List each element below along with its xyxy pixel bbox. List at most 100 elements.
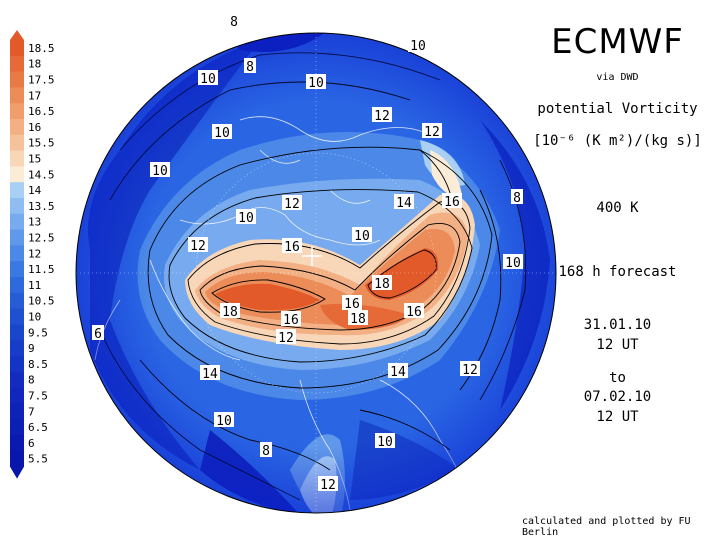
contour-label: 6: [94, 327, 102, 342]
contour-label-box: [276, 329, 296, 344]
contour-label-box: [236, 209, 256, 224]
contour-label: 16: [344, 297, 360, 312]
colorbar-label: 8.5: [28, 358, 48, 371]
contour-label-box: [372, 275, 392, 290]
contour-label-box: [260, 442, 272, 457]
contour-label: 12: [278, 331, 294, 346]
valid-time: 12 UT: [596, 409, 639, 425]
contour-label: 14: [202, 367, 218, 382]
colorbar-label: 6: [28, 437, 35, 450]
contour-label-box: [408, 37, 428, 52]
contour-label-box: [198, 70, 218, 85]
colorbar-swatch: [10, 229, 24, 246]
colorbar-label: 14: [28, 184, 42, 197]
colorbar-swatch: [10, 87, 24, 104]
variable-name: potential Vorticity: [537, 101, 698, 117]
contour-label: 10: [354, 229, 370, 244]
colorbar-label: 9: [28, 342, 35, 355]
colorbar-label: 18: [28, 58, 41, 71]
contour-label-box: [404, 303, 424, 318]
colorbar-swatch: [10, 150, 24, 167]
contour-label-box: [503, 254, 523, 269]
colorbar-label: 16: [28, 121, 41, 134]
forecast-lead: 168 h forecast: [558, 264, 677, 280]
contour-label: 16: [284, 240, 300, 255]
colorbar-swatch: [10, 40, 24, 57]
init-time: 12 UT: [596, 337, 639, 353]
contour-label-box: [372, 107, 392, 122]
colorbar-label: 13.5: [28, 200, 55, 213]
model-title: ECMWF: [551, 22, 684, 62]
colorbar-swatch: [10, 119, 24, 136]
colorbar-swatch: [10, 182, 24, 199]
colorbar-label: 13: [28, 216, 41, 229]
contour-label: 10: [410, 39, 426, 54]
colorbar-label: 10.5: [28, 295, 55, 308]
colorbar-label: 11: [28, 279, 41, 292]
colorbar-label: 15.5: [28, 137, 55, 150]
contour-label: 16: [444, 195, 460, 210]
contour-label-box: [375, 433, 395, 448]
colorbar-swatch: [10, 103, 24, 120]
contour-label-box: [282, 195, 302, 210]
colorbar-label: 18.5: [28, 42, 55, 55]
contour-label-box: [318, 476, 338, 491]
contour-label: 18: [374, 277, 390, 292]
init-date: 31.01.10: [583, 317, 652, 333]
variable-units: [10⁻⁶ (K m²)/(kg s)]: [533, 133, 702, 149]
contour-label: 14: [390, 365, 406, 380]
contour-label: 18: [350, 312, 366, 327]
contour-label-box: [214, 412, 234, 427]
contour-label: 12: [374, 109, 390, 124]
colorbar-swatch: [10, 166, 24, 183]
contour-label: 8: [262, 444, 270, 459]
colorbar-swatch: [10, 450, 24, 468]
colorbar-label: 8: [28, 374, 35, 387]
colorbar-swatch: [10, 419, 24, 436]
colorbar-label: 9.5: [28, 326, 48, 339]
contour-label: 16: [406, 305, 422, 320]
colorbar-swatch: [10, 245, 24, 262]
colorbar-swatch: [10, 213, 24, 231]
colorbar-bottom-arrow: [10, 466, 24, 479]
colorbar-label: 17: [28, 89, 41, 102]
colorbar-top-arrow: [10, 30, 24, 40]
colorbar-swatch: [10, 55, 24, 73]
colorbar-swatch: [10, 198, 24, 215]
contour-label: 10: [216, 414, 232, 429]
contour-label-box: [150, 162, 170, 177]
contour-label-box: [460, 361, 480, 376]
contour-label-box: [212, 124, 232, 139]
colorbar-label: 7: [28, 405, 35, 418]
colorbar-label: 15: [28, 152, 41, 165]
colorbar-swatch: [10, 435, 24, 452]
pole-marker: [302, 246, 322, 266]
colorbar-label: 16.5: [28, 105, 55, 118]
contour-label-box: [511, 189, 523, 204]
contour-label-box: [244, 58, 256, 73]
colorbar-swatch: [10, 403, 24, 420]
contour-label: 18: [222, 305, 238, 320]
contour-label-box: [394, 194, 414, 209]
contour-label-box: [282, 238, 302, 253]
contour-label: 12: [284, 197, 300, 212]
colorbar-swatch: [10, 134, 24, 152]
contour-label: 8: [246, 60, 254, 75]
contour-label: 14: [396, 196, 412, 211]
colorbar-swatch: [10, 387, 24, 404]
contour-label: 12: [462, 363, 478, 378]
credit-footer: calculated and plotted by FU Berlin: [522, 516, 691, 538]
contour-label-box: [281, 311, 301, 326]
colorbar-label: 7.5: [28, 389, 48, 402]
valid-date: 07.02.10: [583, 389, 652, 405]
colorbar-swatch: [10, 261, 24, 278]
contour-label: 10: [308, 76, 324, 91]
to-label: to: [609, 370, 626, 386]
colorbar-label: 17.5: [28, 73, 55, 86]
colorbar-label: 5.5: [28, 453, 48, 466]
isentropic-level: 400 K: [596, 200, 639, 216]
contour-label-box: [188, 237, 208, 252]
contour-label: 10: [505, 256, 521, 271]
